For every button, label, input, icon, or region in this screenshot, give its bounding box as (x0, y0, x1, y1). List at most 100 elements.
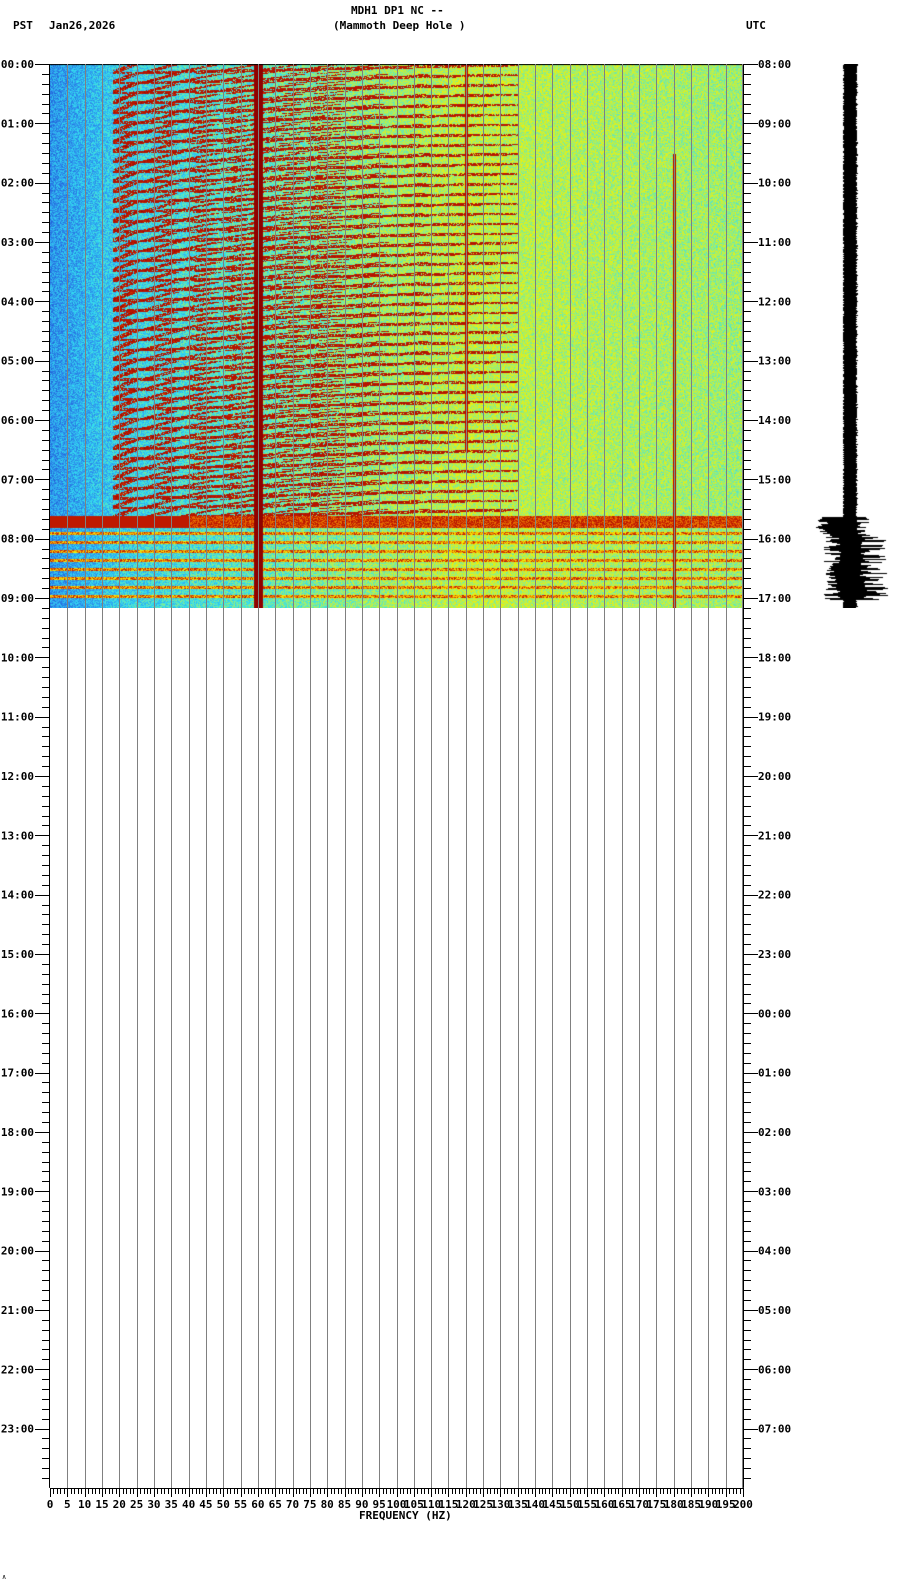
right-time-tick-label: 02:00 (758, 1126, 791, 1139)
left-time-tick-label: 22:00 (1, 1363, 34, 1376)
right-time-tick-label: 11:00 (758, 236, 791, 249)
left-time-tick-label: 09:00 (1, 592, 34, 605)
frequency-tick-label: 65 (269, 1498, 282, 1511)
frequency-tick-label: 50 (217, 1498, 230, 1511)
frequency-tick-label: 90 (355, 1498, 368, 1511)
right-time-tick-label: 19:00 (758, 711, 791, 724)
right-time-tick-label: 15:00 (758, 473, 791, 486)
frequency-tick-label: 135 (508, 1498, 528, 1511)
frequency-tick-label: 115 (439, 1498, 459, 1511)
right-time-tick-label: 16:00 (758, 533, 791, 546)
left-time-tick-label: 12:00 (1, 770, 34, 783)
left-time-tick-label: 05:00 (1, 355, 34, 368)
right-time-tick-label: 18:00 (758, 651, 791, 664)
right-time-tick-label: 22:00 (758, 889, 791, 902)
spectrogram-plot (50, 64, 743, 1488)
left-time-tick-label: 04:00 (1, 295, 34, 308)
date-label: Jan26,2026 (49, 19, 116, 32)
frequency-tick-label: 55 (234, 1498, 247, 1511)
frequency-tick-label: 80 (321, 1498, 334, 1511)
frequency-tick-label: 25 (130, 1498, 143, 1511)
frequency-tick-label: 10 (78, 1498, 91, 1511)
right-time-tick-label: 05:00 (758, 1304, 791, 1317)
left-time-tick-label: 16:00 (1, 1007, 34, 1020)
right-time-tick-label: 17:00 (758, 592, 791, 605)
left-time-tick-label: 17:00 (1, 1067, 34, 1080)
frequency-tick-label: 100 (387, 1498, 407, 1511)
frequency-tick-label: 75 (303, 1498, 316, 1511)
frequency-tick-label: 140 (525, 1498, 545, 1511)
frequency-tick-label: 170 (629, 1498, 649, 1511)
right-timezone-label: UTC (746, 19, 766, 32)
frequency-tick-label: 195 (716, 1498, 736, 1511)
left-time-tick-label: 06:00 (1, 414, 34, 427)
frequency-axis: 0 5 10 15 20 25 30 35 40 45 50 55 60 65 70 75 80 85 90 95 10… (47, 1488, 753, 1511)
left-time-tick-label: 01:00 (1, 117, 34, 130)
frequency-tick-label: 35 (165, 1498, 178, 1511)
corner-mark: ∧ (2, 1573, 7, 1581)
right-time-tick-label: 03:00 (758, 1185, 791, 1198)
frequency-axis-label: FREQUENCY (HZ) (359, 1509, 452, 1522)
left-time-tick-label: 03:00 (1, 236, 34, 249)
left-time-tick-label: 21:00 (1, 1304, 34, 1317)
right-time-tick-label: 07:00 (758, 1423, 791, 1436)
frequency-tick-label: 105 (404, 1498, 424, 1511)
frequency-tick-label: 85 (338, 1498, 351, 1511)
station-name: (Mammoth Deep Hole ) (333, 19, 466, 32)
right-time-tick-label: 00:00 (758, 1007, 791, 1020)
frequency-tick-label: 165 (612, 1498, 632, 1511)
frequency-tick-label: 15 (95, 1498, 108, 1511)
frequency-tick-label: 185 (681, 1498, 701, 1511)
right-time-tick-label: 01:00 (758, 1067, 791, 1080)
frequency-tick-label: 110 (421, 1498, 441, 1511)
left-time-tick-label: 00:00 (1, 58, 34, 71)
right-time-tick-label: 08:00 (758, 58, 791, 71)
frequency-tick-label: 5 (64, 1498, 71, 1511)
frequency-tick-label: 0 (47, 1498, 54, 1511)
left-time-tick-label: 14:00 (1, 889, 34, 902)
frequency-tick-label: 45 (199, 1498, 212, 1511)
frequency-tick-label: 30 (147, 1498, 160, 1511)
left-time-tick-label: 02:00 (1, 177, 34, 190)
frequency-tick-label: 190 (698, 1498, 718, 1511)
station-line: MDH1 DP1 NC -- (351, 4, 444, 17)
right-time-tick-label: 06:00 (758, 1363, 791, 1376)
left-time-tick-label: 20:00 (1, 1245, 34, 1258)
left-time-axis: 00:00 01:00 02:00 03:00 04:00 05:00 06:00 07:00… (1, 58, 50, 1488)
right-time-tick-label: 21:00 (758, 829, 791, 842)
frequency-tick-label: 160 (594, 1498, 614, 1511)
right-time-tick-label: 23:00 (758, 948, 791, 961)
frequency-tick-label: 175 (646, 1498, 666, 1511)
frequency-tick-label: 120 (456, 1498, 476, 1511)
left-time-tick-label: 23:00 (1, 1423, 34, 1436)
left-time-tick-label: 10:00 (1, 651, 34, 664)
left-time-tick-label: 15:00 (1, 948, 34, 961)
right-time-tick-label: 20:00 (758, 770, 791, 783)
frequency-tick-label: 155 (577, 1498, 597, 1511)
right-time-tick-label: 10:00 (758, 177, 791, 190)
left-timezone-label: PST (13, 19, 33, 32)
right-time-tick-label: 13:00 (758, 355, 791, 368)
left-time-tick-label: 07:00 (1, 473, 34, 486)
frequency-tick-label: 145 (542, 1498, 562, 1511)
right-time-tick-label: 04:00 (758, 1245, 791, 1258)
frequency-tick-label: 70 (286, 1498, 299, 1511)
right-time-tick-label: 09:00 (758, 117, 791, 130)
spectrogram-heatmap (50, 64, 743, 608)
frequency-tick-label: 20 (113, 1498, 126, 1511)
frequency-tick-label: 60 (251, 1498, 264, 1511)
frequency-tick-label: 125 (473, 1498, 493, 1511)
frequency-tick-label: 150 (560, 1498, 580, 1511)
seismogram-trace (800, 64, 900, 608)
frequency-tick-label: 130 (491, 1498, 511, 1511)
frequency-tick-label: 200 (733, 1498, 753, 1511)
right-time-tick-label: 14:00 (758, 414, 791, 427)
left-time-tick-label: 11:00 (1, 711, 34, 724)
left-time-tick-label: 08:00 (1, 533, 34, 546)
left-time-tick-label: 19:00 (1, 1185, 34, 1198)
left-time-tick-label: 18:00 (1, 1126, 34, 1139)
left-time-tick-label: 13:00 (1, 829, 34, 842)
right-time-axis: 08:00 09:00 10:00 11:00 12:00 13:00 14:00 15:00… (743, 58, 791, 1488)
frequency-tick-label: 40 (182, 1498, 195, 1511)
right-time-tick-label: 12:00 (758, 295, 791, 308)
